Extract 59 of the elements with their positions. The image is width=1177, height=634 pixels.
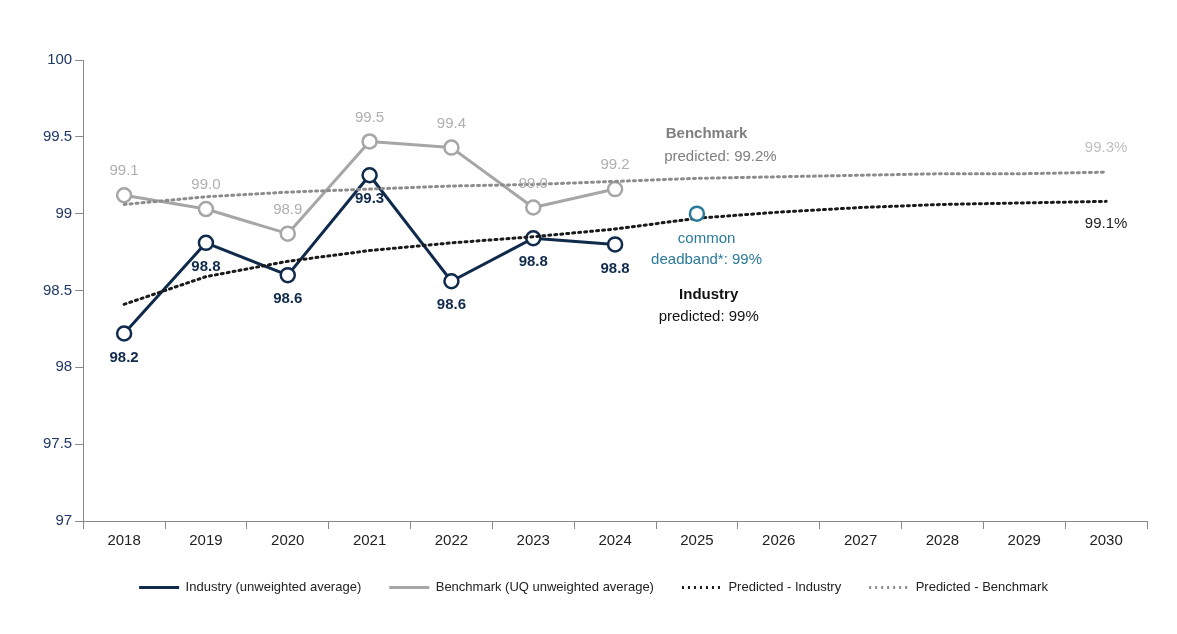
point [688,205,706,222]
y-tick-label: 98.5 [42,280,73,298]
x-tick-label: 2030 [1089,531,1123,549]
data-label: 98.8 [191,257,221,274]
y-tick-label: 97 [55,511,73,529]
data-label: 98.6 [436,295,467,313]
data-label: 99.1% [1084,213,1128,231]
point [606,180,624,198]
x-tick-label: 2020 [271,531,305,549]
point [197,234,215,252]
point [115,186,133,204]
data-label: 99.4 [436,113,467,131]
data-label: 98.8 [600,258,630,276]
x-tick-label: 2023 [516,531,550,549]
data-label: 99.1 [109,161,139,179]
legend-label: Benchmark (UQ unweighted average) [435,579,654,595]
point [443,139,460,156]
annotation: predicted: 99.2% [664,146,777,164]
x-tick-label: 2029 [1007,531,1041,549]
data-label: 98.6 [273,289,303,307]
x-tick-label: 2025 [680,531,714,549]
x-tick-label: 2021 [352,531,387,549]
data-label: 99.3 [355,189,385,207]
y-tick-label: 100 [47,50,73,68]
data-label: 98.9 [273,199,303,217]
point [525,199,542,216]
x-tick-label: 2018 [107,531,141,549]
x-tick-label: 2024 [598,531,632,549]
annotation: predicted: 99% [658,307,759,325]
data-label: 98.8 [518,252,548,270]
data-label: 98.2 [109,347,139,365]
point [361,167,378,184]
x-tick-label: 2026 [762,531,796,549]
annotation: Industry [679,285,739,303]
point [361,133,378,150]
legend-label: Predicted - Industry [728,579,842,595]
legend-label: Predicted - Benchmark [915,579,1049,595]
point [197,200,215,218]
point [279,266,297,284]
point [606,236,624,253]
annotation: deadband*: 99% [651,249,763,267]
x-tick-label: 2027 [843,531,878,549]
y-tick-label: 99 [55,203,73,221]
annotation: Benchmark [665,123,749,141]
x-tick-label: 2019 [189,531,223,549]
point [279,225,297,242]
point [115,325,133,342]
y-tick-label: 99.5 [42,126,73,144]
y-tick-label: 97.5 [42,434,73,452]
data-label: 99.2 [600,155,630,173]
data-label: 99.3% [1084,138,1128,156]
x-tick-label: 2028 [925,531,960,549]
data-label: 99.0 [191,175,221,193]
x-tick-label: 2022 [434,531,469,549]
y-tick-label: 98 [55,357,73,375]
legend-label: Industry (unweighted average) [185,579,362,595]
annotation: common [677,228,736,246]
data-label: 99.5 [355,107,385,125]
point [443,273,460,290]
